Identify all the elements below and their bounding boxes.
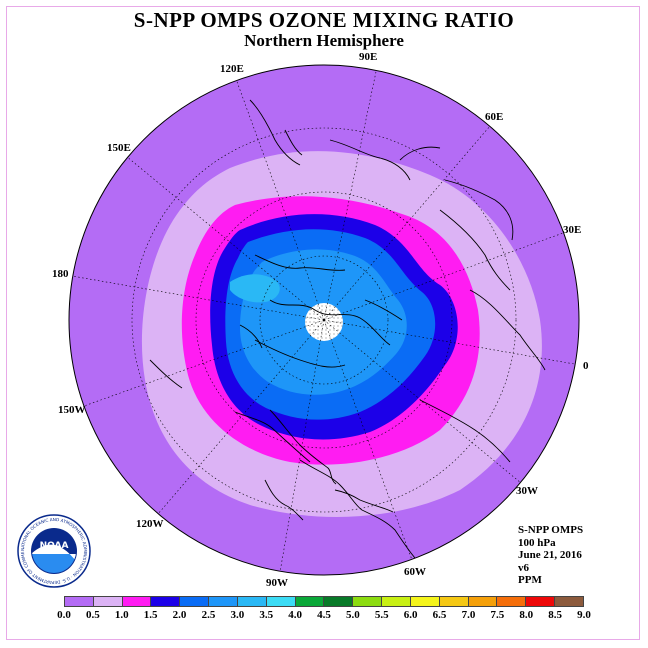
colorbar-tick-label: 5.0 (346, 609, 360, 621)
colorbar-tick-label: 1.5 (143, 609, 158, 621)
map-subtitle: Northern Hemisphere (244, 31, 404, 50)
colorbar-tick-label: 0.5 (86, 609, 100, 621)
colorbar-tick-label: 7.5 (490, 609, 505, 621)
plot-frame (6, 6, 640, 640)
longitude-label-150e: 150E (107, 142, 131, 154)
colorbar-segment-4 (180, 597, 210, 606)
colorbar-segment-13 (439, 597, 469, 606)
longitude-label-120e: 120E (220, 63, 244, 75)
colorbar-tick-label: 8.5 (548, 609, 562, 621)
colorbar-segment-6 (237, 597, 267, 606)
colorbar-tick-label: 2.0 (172, 609, 187, 621)
colorbar (64, 596, 584, 607)
longitude-label-0: 0 (583, 360, 589, 372)
colorbar-segment-1 (93, 597, 123, 606)
colorbar-tick-label: 5.5 (374, 609, 389, 621)
colorbar-tick-label: 4.5 (317, 609, 331, 621)
longitude-label-180: 180 (52, 268, 69, 280)
graticule (71, 66, 579, 573)
info-units: PPM (518, 574, 542, 586)
info-block: S-NPP OMPS 100 hPa June 21, 2016 v6 PPM (518, 524, 583, 587)
coastlines (149, 99, 546, 575)
info-date: June 21, 2016 (518, 549, 582, 561)
longitude-label-60e: 60E (485, 111, 504, 123)
colorbar-segment-8 (295, 597, 325, 606)
colorbar-segment-16 (526, 597, 556, 606)
longitude-label-120w: 120W (136, 518, 164, 530)
colorbar-segment-5 (209, 597, 238, 606)
colorbar-segment-10 (353, 597, 383, 606)
globe-outline (68, 64, 580, 576)
colorbar-tick-label: 1.0 (114, 609, 129, 621)
noaa-logo: NATIONAL OCEANIC AND ATMOSPHERIC ADMINIS… (17, 514, 91, 588)
info-pressure: 100 hPa (518, 536, 556, 549)
colorbar-segment-2 (122, 597, 152, 606)
logo-text: NOAA (40, 541, 69, 551)
colorbar-ticks: 0.0 0.5 1.0 1.5 2.0 2.5 3.0 3.5 4.0 4.5 5.0 5.5 6.0 6… (0, 609, 648, 623)
colorbar-tick-label: 6.5 (432, 609, 447, 621)
info-version: v6 (518, 561, 529, 574)
colorbar-segment-9 (324, 597, 354, 606)
colorbar-tick-label: 3.0 (230, 609, 245, 621)
colorbar-tick-label: 3.5 (259, 609, 274, 621)
map-title: S-NPP OMPS OZONE MIXING RATIO (133, 8, 515, 32)
longitude-label-90e: 90E (359, 51, 378, 63)
colorbar-tick-label: 4.0 (288, 609, 302, 621)
band-3.0-3.5 (230, 274, 280, 303)
colorbar-tick-label: 2.5 (201, 609, 216, 621)
colorbar-segment-0 (65, 597, 94, 606)
colorbar-tick-label: 7.0 (461, 609, 476, 621)
longitude-label-60w: 60W (404, 566, 426, 578)
longitude-label-90w: 90W (266, 577, 288, 589)
colorbar-tick-label: 0.0 (57, 609, 71, 621)
colorbar-segment-15 (497, 597, 527, 606)
colorbar-segment-14 (468, 597, 498, 606)
colorbar-tick-label: 8.0 (519, 609, 534, 621)
colorbar-tick-label: 9.0 (577, 609, 591, 621)
colorbar-segment-12 (410, 597, 440, 606)
colorbar-segment-7 (266, 597, 296, 606)
colorbar-segment-11 (382, 597, 411, 606)
colorbar-segment-3 (151, 597, 181, 606)
info-instrument: S-NPP OMPS (518, 524, 584, 536)
longitude-label-30w: 30W (516, 485, 538, 497)
longitude-label-150w: 150W (58, 404, 86, 416)
longitude-label-30e: 30E (563, 224, 582, 236)
colorbar-segment-17 (555, 597, 583, 606)
colorbar-tick-label: 6.0 (403, 609, 418, 621)
